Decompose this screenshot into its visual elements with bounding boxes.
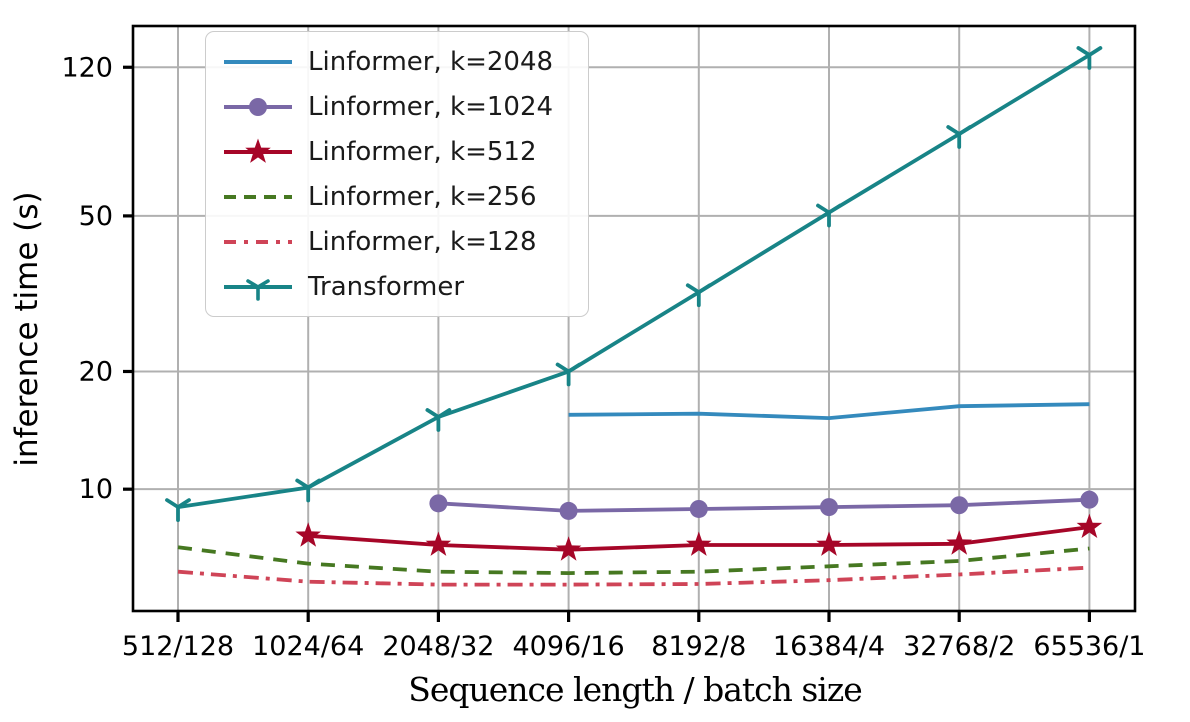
circle-marker: [950, 496, 969, 515]
tri-down-marker: [1076, 46, 1103, 70]
legend-label: Linformer, k=2048: [308, 46, 554, 77]
tri-down-marker: [295, 478, 322, 503]
x-tick-label: 16384/4: [773, 631, 885, 662]
circle-marker: [689, 499, 708, 518]
series-linformer-k-1024-line: [438, 497, 1090, 513]
star-marker: [555, 536, 582, 561]
circle-marker: [559, 501, 578, 520]
y-tick-label: 20: [79, 356, 113, 387]
circle-marker: [820, 498, 838, 517]
x-tick-label: 512/128: [122, 631, 234, 662]
legend-label: Linformer, k=512: [308, 136, 537, 167]
y-tick-label: 10: [79, 474, 113, 505]
circle-marker: [429, 494, 448, 513]
tick-marks: [123, 65, 1092, 622]
series-linformer-k-128-line: [177, 565, 1090, 587]
series-linformer-k-1024: [429, 490, 1099, 520]
legend-label: Linformer, k=256: [308, 181, 537, 212]
star-marker: [686, 531, 712, 556]
x-tick-label: 1024/64: [252, 631, 364, 662]
y-axis-label: inference time (s): [9, 191, 45, 467]
legend-item-linformer-k-512: Linformer, k=512: [206, 129, 588, 174]
legend-label: Linformer, k=1024: [308, 91, 554, 122]
series-transformer-line: [177, 53, 1091, 509]
x-axis-label: Sequence length / batch size: [408, 670, 863, 709]
circle-marker: [1080, 490, 1099, 509]
series-linformer-k-128: [177, 565, 1090, 587]
series-linformer-k-256-line: [177, 545, 1090, 576]
x-tick-label: 65536/1: [1033, 631, 1145, 662]
tri-down-marker: [816, 203, 842, 228]
legend-item-linformer-k-2048: Linformer, k=2048: [206, 39, 588, 84]
x-tick-label: 4096/16: [513, 631, 625, 662]
legend-item-linformer-k-128: Linformer, k=128: [206, 219, 588, 264]
series-linformer-k-512: [295, 513, 1103, 561]
tri-down-marker: [946, 125, 973, 149]
star-marker: [946, 530, 972, 555]
legend-item-transformer: Transformer: [206, 264, 588, 309]
linformer-k-1024-swatch-icon: [224, 97, 292, 116]
y-tick-label: 50: [79, 201, 113, 232]
linformer-k-128-swatch-icon: [224, 239, 292, 244]
plot-frame: [131, 24, 1137, 613]
chart-legend: Linformer, k=2048 Linformer, k=1024 Linfor…: [205, 31, 589, 317]
y-tick-label: 120: [61, 52, 113, 83]
series-linformer-k-256: [177, 545, 1090, 576]
legend-item-linformer-k-256: Linformer, k=256: [206, 174, 588, 219]
x-tick-label: 32768/2: [903, 631, 1015, 662]
x-tick-label: 8192/8: [651, 631, 746, 662]
linformer-k-256-swatch-icon: [224, 194, 292, 199]
star-marker: [295, 522, 321, 547]
legend-label: Transformer: [308, 271, 465, 302]
tri-down-marker: [555, 362, 582, 387]
series-linformer-k-2048-line: [568, 402, 1090, 421]
legend-label: Linformer, k=128: [308, 226, 537, 257]
series-linformer-k-2048: [568, 402, 1090, 421]
star-marker: [425, 531, 452, 556]
legend-item-linformer-k-1024: Linformer, k=1024: [206, 84, 588, 129]
tri-down-marker: [685, 283, 712, 308]
tri-down-marker: [165, 498, 191, 522]
star-marker: [1076, 513, 1103, 538]
transformer-swatch-icon: [224, 278, 292, 301]
linformer-k-512-swatch-icon: [224, 138, 292, 163]
tri-down-marker: [425, 408, 452, 432]
star-marker: [816, 531, 842, 556]
linformer-k-2048-swatch-icon: [224, 59, 292, 64]
series-transformer: [165, 46, 1103, 522]
x-tick-label: 2048/32: [382, 631, 494, 662]
